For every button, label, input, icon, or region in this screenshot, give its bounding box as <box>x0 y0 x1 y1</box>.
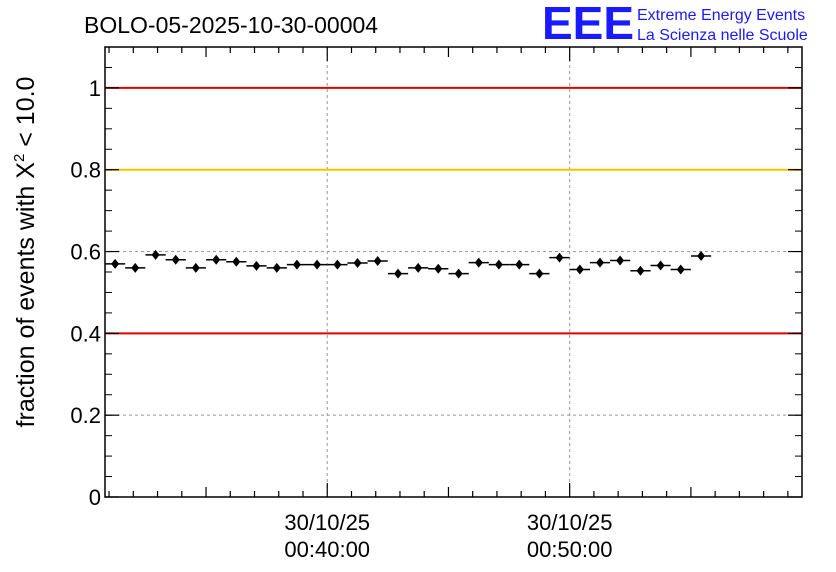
point-marker <box>333 259 342 270</box>
data-point <box>610 255 631 266</box>
x-tick-label-date: 30/10/25 <box>284 510 370 535</box>
data-point <box>266 262 287 273</box>
point-marker <box>212 254 221 265</box>
data-point <box>327 259 348 270</box>
data-point <box>549 252 570 263</box>
point-marker <box>373 255 382 266</box>
point-marker <box>535 268 544 279</box>
point-marker <box>454 268 463 279</box>
data-point <box>428 263 449 274</box>
y-axis-label: fraction of events with X2 < 10.0 <box>11 77 40 428</box>
data-point <box>105 258 126 269</box>
y-axis-label-exponent: 2 <box>11 154 28 162</box>
point-marker <box>171 254 180 265</box>
y-axis-label-prefix: fraction of events with <box>12 179 40 428</box>
y-tick-label: 0.6 <box>70 240 101 265</box>
point-marker <box>656 260 665 271</box>
point-marker <box>676 264 685 275</box>
logo-mark: EEE <box>542 0 634 49</box>
data-point <box>630 265 651 276</box>
x-tick-label-time: 00:50:00 <box>527 537 613 562</box>
point-marker <box>414 262 423 273</box>
data-point <box>448 268 469 279</box>
data-point <box>125 262 146 273</box>
y-tick-label: 0.4 <box>70 321 101 346</box>
point-marker <box>494 259 503 270</box>
axis-ticks <box>105 46 802 498</box>
data-point <box>488 259 509 270</box>
point-marker <box>636 265 645 276</box>
point-marker <box>434 263 443 274</box>
point-marker <box>555 252 564 263</box>
data-point <box>690 251 712 262</box>
eee-logo: EEE Extreme Energy Events La Scienza nel… <box>542 0 808 49</box>
point-marker <box>697 251 706 262</box>
data-point <box>306 259 328 270</box>
point-marker <box>191 262 200 273</box>
point-marker <box>292 259 301 270</box>
data-point <box>650 260 671 271</box>
data-point <box>367 255 388 266</box>
x-tick-label-time: 00:40:00 <box>284 537 370 562</box>
data-point <box>185 262 206 273</box>
data-point <box>246 260 267 271</box>
point-marker <box>111 258 120 269</box>
data-point <box>165 254 186 265</box>
data-point <box>206 254 227 265</box>
data-point <box>387 268 409 279</box>
data-point <box>589 257 611 268</box>
point-marker <box>515 259 524 270</box>
data-point <box>529 268 550 279</box>
data-point <box>408 262 429 273</box>
data-point <box>509 259 530 270</box>
data-point <box>670 264 691 275</box>
data-point <box>286 259 308 270</box>
y-axis-label-symbol: X <box>12 162 40 179</box>
grid-lines <box>105 47 802 497</box>
point-marker <box>232 256 241 267</box>
plot-frame <box>104 46 803 498</box>
data-point <box>347 258 368 268</box>
point-marker <box>595 257 604 268</box>
point-marker <box>252 260 261 271</box>
logo-line1: Extreme Energy Events <box>637 7 805 24</box>
point-marker <box>151 249 160 260</box>
y-tick-labels: 0 0.2 0.4 0.6 0.8 1 <box>70 76 101 510</box>
data-point <box>569 264 590 275</box>
y-axis-label-suffix: < 10.0 <box>12 77 40 154</box>
logo-line2: La Scienza nelle Scuole <box>637 27 808 44</box>
point-marker <box>616 255 625 266</box>
point-marker <box>575 264 584 275</box>
y-tick-label: 1 <box>89 76 101 101</box>
point-marker <box>353 258 362 268</box>
y-tick-label: 0.2 <box>70 403 101 428</box>
y-tick-label: 0.8 <box>70 158 101 183</box>
x-tick-label-date: 30/10/25 <box>527 510 613 535</box>
data-point <box>145 249 166 260</box>
reference-lines <box>105 86 802 335</box>
data-point <box>468 257 489 268</box>
data-points <box>105 249 712 279</box>
point-marker <box>131 262 140 273</box>
point-marker <box>313 259 322 270</box>
y-tick-label: 0 <box>89 485 101 510</box>
data-point <box>226 256 247 267</box>
point-marker <box>394 268 403 279</box>
point-marker <box>474 257 483 268</box>
point-marker <box>272 262 281 273</box>
chart-title: BOLO-05-2025-10-30-00004 <box>84 12 378 38</box>
